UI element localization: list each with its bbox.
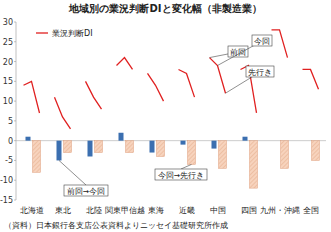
- plot-data: [24, 30, 320, 188]
- bar-change-next: [281, 141, 289, 169]
- di-line: [179, 69, 195, 97]
- legend: 業況判断DI: [36, 29, 93, 38]
- di-line: [210, 58, 226, 94]
- bar-change-next: [188, 141, 196, 165]
- callout-leader: [59, 160, 86, 185]
- bar-change-prev: [150, 141, 155, 153]
- di-line: [272, 30, 288, 58]
- di-line: [148, 73, 164, 101]
- di-line: [86, 81, 102, 109]
- x-tick-label: 東海: [148, 206, 164, 215]
- bar-change-prev: [88, 141, 93, 157]
- bar-change-next: [95, 141, 103, 153]
- bar-change-prev: [243, 137, 248, 141]
- x-tick-label: 九州・沖縄: [260, 206, 300, 215]
- bar-change-next: [219, 141, 227, 169]
- bar-change-prev: [212, 141, 217, 149]
- bar-change-prev: [274, 140, 279, 141]
- x-tick-label: 関東甲信越: [105, 206, 145, 215]
- callout-box: [155, 169, 207, 180]
- y-tick-label: 10: [3, 97, 13, 106]
- bar-change-next: [126, 141, 134, 153]
- bar-change-next: [250, 141, 258, 188]
- title: 地域別の業況判断DIと変化幅（非製造業）: [68, 3, 261, 14]
- bar-change-next: [33, 141, 41, 173]
- series-label: 前回→今回: [67, 187, 105, 196]
- y-tick-label: 20: [3, 58, 13, 67]
- di-line: [303, 69, 319, 89]
- bar-change-prev: [181, 141, 186, 145]
- x-tick-label: 近畿: [179, 206, 195, 215]
- callout-leader: [181, 164, 192, 169]
- y-tick-label: 15: [3, 77, 13, 86]
- y-tick-label: -5: [5, 156, 13, 165]
- y-axis: [16, 22, 17, 200]
- di-line: [24, 81, 40, 113]
- annotation-box: [252, 35, 272, 46]
- x-tick-label: 中国: [210, 206, 226, 215]
- y-tick-label: -10: [0, 176, 13, 185]
- y-tick-label: -15: [0, 196, 13, 205]
- series-label: 今回→先行き: [158, 171, 204, 180]
- x-tick-label: 東北: [55, 206, 71, 215]
- callout-box: [64, 185, 108, 196]
- bar-change-prev: [119, 133, 124, 141]
- di-line: [117, 58, 133, 70]
- y-tick-label: 5: [8, 117, 13, 126]
- annotation-box: [246, 66, 274, 77]
- legend-label: 業況判断DI: [52, 29, 93, 38]
- x-tick-label: 北陸: [86, 206, 102, 215]
- y-tick-label: 25: [3, 38, 13, 47]
- annotation: 今回: [254, 37, 270, 46]
- zero-line: [16, 140, 326, 141]
- bar-change-prev: [57, 141, 62, 161]
- y-tick-label: 30: [3, 18, 13, 27]
- chart: 地域別の業況判断DIと変化幅（非製造業） -15 -10 -5 0 5 10 15 20 25 30…: [0, 0, 331, 232]
- legend-swatch: [36, 32, 48, 33]
- annotation-box: [228, 46, 248, 57]
- source: （資料）日本銀行各支店公表資料よりニッセイ基礎研究所作成: [4, 221, 228, 230]
- annotation: 前回: [230, 48, 246, 57]
- bar-change-next: [157, 141, 165, 157]
- x-tick-label: 北海道: [20, 206, 44, 215]
- annotation: 先行き: [248, 68, 272, 77]
- bar-change-prev: [26, 137, 31, 141]
- x-tick-label: 全国: [303, 206, 319, 215]
- x-tick-label: 四国: [241, 206, 257, 215]
- di-line: [55, 97, 71, 129]
- bar-change-next: [312, 141, 320, 161]
- y-tick-label: 0: [8, 137, 13, 146]
- bar-change-next: [64, 141, 72, 153]
- bar-change-prev: [305, 140, 310, 141]
